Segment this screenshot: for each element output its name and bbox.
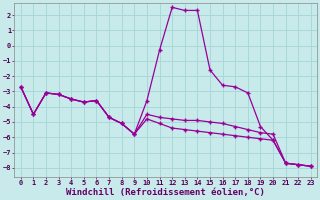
X-axis label: Windchill (Refroidissement éolien,°C): Windchill (Refroidissement éolien,°C) (67, 188, 265, 197)
